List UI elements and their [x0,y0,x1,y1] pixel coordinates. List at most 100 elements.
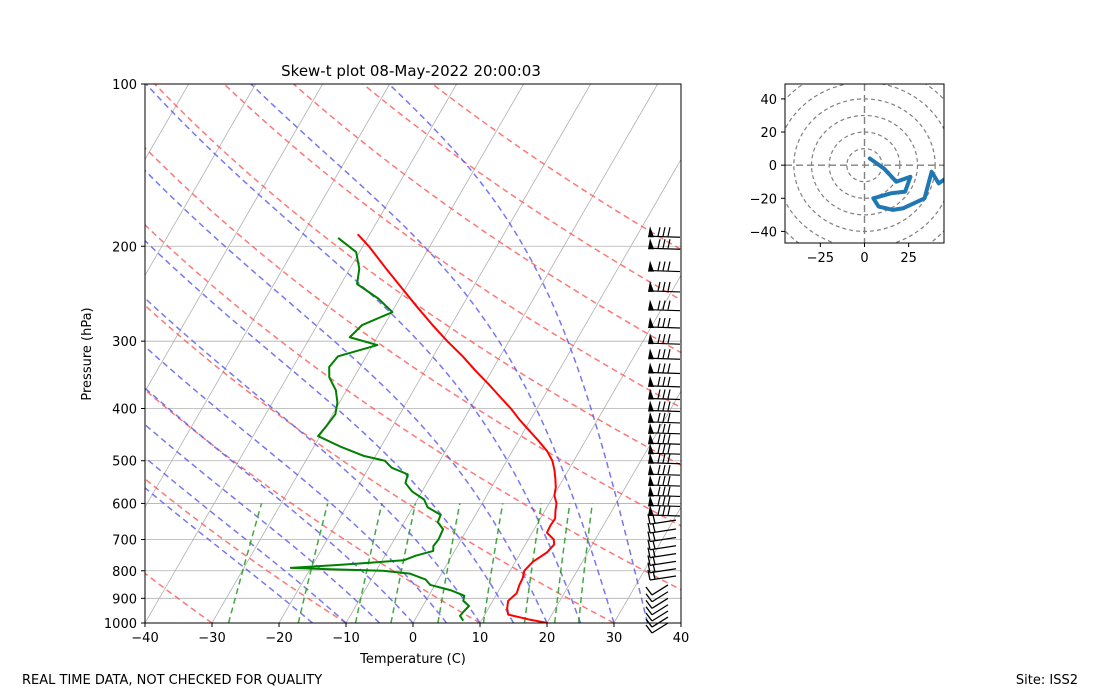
wind-barb [648,475,681,487]
mixing-ratio-line [553,503,571,623]
x-tick-label: 0 [409,631,417,646]
skewt-plot: −40 −30 −20 −10 0 10 20 30 40 100 200 300 400 500 600… [0,62,689,667]
hodograph-rings [785,84,944,243]
dry-adiabat [145,223,681,591]
wind-barb [648,388,681,401]
dry-adiabat [145,146,681,527]
wind-barb [648,422,681,435]
hodo-y-tick-label: 0 [769,159,777,174]
dry-adiabat [145,388,481,623]
wind-barb [648,485,681,498]
dry-adiabat [431,84,681,251]
mixing-ratio-lines [227,503,594,623]
dry-adiabat [145,477,347,623]
wind-barb [648,280,681,293]
x-axis-label: Temperature (C) [359,652,466,667]
hodograph-trace [867,156,944,212]
moist-adiabat [145,169,548,623]
wind-barb [647,562,677,574]
wind-barb [645,597,669,609]
isotherm-40 [680,622,681,623]
x-tick-label: 20 [539,631,556,646]
wind-barbs [645,226,681,634]
isotherm--100 [0,84,55,623]
mixing-ratio-line [577,503,594,623]
wind-barb [648,400,681,413]
hodograph-x-ticks: −25 0 25 [807,243,917,266]
wind-barb [645,622,669,634]
x-tick-label: −10 [332,631,359,646]
isotherm--20 [278,84,591,623]
isotherm-0 [412,158,681,623]
skewed-isotherms [0,84,681,623]
isotherm--40 [145,84,457,623]
isotherm--30 [211,84,524,623]
quality-disclaimer: REAL TIME DATA, NOT CHECKED FOR QUALITY [22,673,323,688]
y-axis-ticks: 100 200 300 400 500 600 700 800 900 1000 [104,78,145,632]
skewt-axes-frame [144,83,682,624]
moist-adiabat [388,84,649,623]
hodo-y-tick-label: −40 [750,225,777,240]
moist-adiabat [145,84,582,623]
wind-barb [648,375,681,388]
y-tick-label: 1000 [104,617,137,632]
moist-adiabat [145,456,347,623]
moist-adiabat [145,486,313,623]
isobar-gridlines [145,84,681,623]
wind-barb [648,362,681,375]
wind-barb [648,348,681,360]
wind-barb [648,452,681,465]
wind-barb [648,443,681,455]
mixing-ratio-line [482,503,504,623]
isotherm-30 [613,506,681,623]
wind-barb [648,464,681,476]
wind-barb [648,495,681,508]
wind-barb [648,411,681,424]
x-tick-label: −30 [198,631,225,646]
isotherm-10 [479,274,681,623]
y-tick-label: 600 [112,497,137,512]
y-tick-label: 200 [112,240,137,255]
y-tick-label: 100 [112,78,137,93]
moist-adiabats [145,84,649,623]
sounding-traces [289,233,558,623]
wind-trace [867,156,944,212]
wind-barb [647,547,677,559]
x-tick-label: 40 [673,631,690,646]
y-tick-label: 400 [112,403,137,418]
wind-barb [645,610,669,622]
hodo-y-tick-label: 40 [760,93,777,108]
moist-adiabat [145,345,448,623]
wind-barb [648,433,681,445]
mixing-ratio-line [437,503,461,623]
wind-barb [648,333,681,345]
dry-adiabat [223,84,681,409]
mixing-ratio-line [297,503,329,623]
hodo-y-tick-label: −20 [750,192,777,207]
hodograph-y-ticks: −40 −20 0 20 40 [750,93,785,240]
moist-adiabat [250,84,615,623]
moist-adiabat [145,387,414,623]
y-tick-label: 500 [112,455,137,470]
site-label: Site: ISS2 [1015,673,1078,688]
y-axis-label: Pressure (hPa) [80,307,95,400]
x-axis-ticks: −40 −30 −20 −10 0 10 20 30 40 [131,623,689,646]
wind-barb [648,299,681,312]
dry-adiabat [145,572,213,623]
isotherm--90 [0,84,122,623]
y-tick-label: 800 [112,565,137,580]
chart-title: Skew-t plot 08-May-2022 20:00:03 [281,62,541,80]
mixing-ratio-line [523,503,543,623]
hodograph: −25 0 25 −40 −20 0 20 40 [750,83,945,266]
y-tick-label: 300 [112,335,137,350]
x-tick-label: −40 [131,631,158,646]
moist-adiabat [145,423,381,623]
wind-barb [647,539,677,551]
moist-adiabat [145,297,481,623]
mixing-ratio-line [390,503,417,623]
mixing-ratio-line [227,503,263,623]
isotherm--70 [145,84,256,277]
wind-barb [648,260,681,273]
x-tick-label: 10 [472,631,489,646]
